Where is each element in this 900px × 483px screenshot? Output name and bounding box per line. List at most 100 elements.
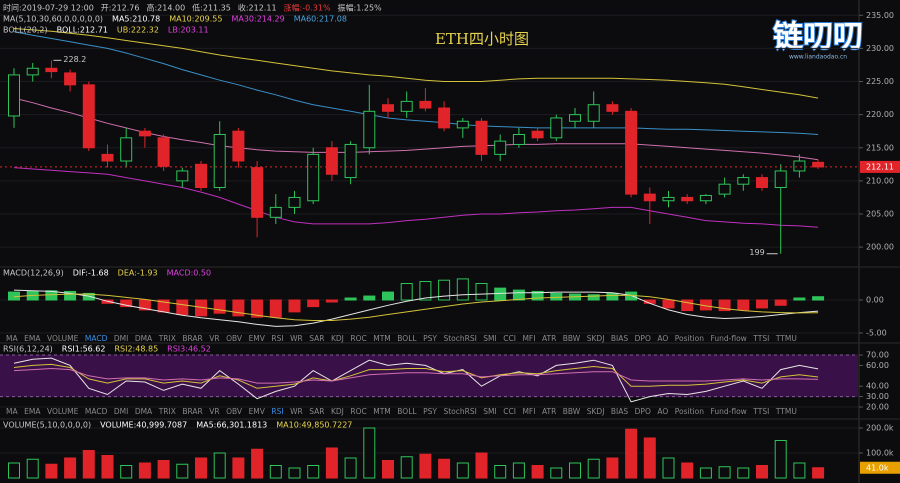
volume-bar [681, 462, 694, 479]
indicator-tab[interactable]: MFI [522, 334, 535, 343]
indicator-tab[interactable]: BIAS [611, 334, 628, 343]
indicator-tab[interactable]: Fund-flow [710, 407, 746, 416]
candle-body [232, 130, 245, 162]
legend-item: MA10:49,850.7227 [276, 421, 352, 430]
indicator-tab[interactable]: BRAR [182, 407, 202, 416]
volume-bar [756, 465, 768, 479]
indicator-tab[interactable]: DPO [635, 407, 651, 416]
indicator-tab[interactable]: DMA [135, 407, 153, 416]
indicator-tab[interactable]: VR [209, 334, 219, 343]
y-tick-label: 70.00 [866, 351, 889, 360]
indicator-tab[interactable]: SKDJ [587, 407, 605, 416]
indicator-tab[interactable]: Fund-flow [710, 334, 746, 343]
indicator-tab[interactable]: BRAR [182, 334, 202, 343]
legend-item: RSI2:48.85 [114, 345, 158, 354]
candle-body [138, 130, 151, 137]
indicator-tab[interactable]: PSY [423, 334, 437, 343]
indicator-tab[interactable]: BOLL [397, 407, 417, 416]
volume-bar [64, 457, 77, 479]
indicator-tab[interactable]: BIAS [611, 407, 628, 416]
macd-bar [82, 292, 95, 301]
indicator-tab[interactable]: VOLUME [47, 334, 79, 343]
indicator-tab[interactable]: Position [675, 334, 704, 343]
indicator-tab[interactable]: EMA [24, 334, 41, 343]
candle-body [307, 153, 320, 202]
indicator-tab[interactable]: EMA [24, 407, 41, 416]
indicator-tab[interactable]: MACD [85, 407, 108, 416]
indicator-tab[interactable]: MTM [373, 407, 391, 416]
macd-bar [307, 299, 320, 308]
candle-body [812, 161, 825, 168]
indicator-tab[interactable]: TTSI [752, 334, 769, 343]
candle-body [101, 153, 114, 162]
indicator-tab[interactable]: AO [657, 334, 668, 343]
indicator-tab[interactable]: VOLUME [47, 407, 79, 416]
indicator-tab[interactable]: StochRSI [443, 334, 476, 343]
candle-body [382, 104, 394, 112]
indicator-tab[interactable]: DPO [635, 334, 651, 343]
indicator-tab[interactable]: SAR [309, 407, 324, 416]
indicator-tab[interactable]: MA [6, 334, 18, 343]
indicator-tab[interactable]: SMI [483, 407, 496, 416]
volume-bar [288, 467, 301, 479]
indicator-tab[interactable]: ATR [542, 334, 556, 343]
volume-bar [213, 452, 226, 479]
y-tick-label: -5.00 [866, 329, 887, 338]
indicator-tab[interactable]: EMV [249, 334, 266, 343]
indicator-tab[interactable]: ROC [350, 334, 366, 343]
indicator-tab[interactable]: OBV [226, 407, 243, 416]
candle-body [494, 140, 507, 155]
indicator-tab[interactable]: WR [290, 334, 303, 343]
volume-bar [737, 467, 750, 479]
indicator-tab[interactable]: KDJ [331, 334, 344, 343]
indicator-tab[interactable]: BBW [563, 334, 581, 343]
volume-bar [101, 455, 114, 479]
macd-bar [606, 292, 619, 301]
indicator-tab[interactable]: Position [675, 407, 704, 416]
indicator-tab[interactable]: OBV [226, 334, 243, 343]
indicator-tab[interactable]: CCI [503, 407, 516, 416]
indicator-tab[interactable]: ROC [350, 407, 366, 416]
macd-bar [718, 299, 731, 312]
indicator-tab[interactable]: RSI [271, 407, 283, 416]
volume-bar [438, 458, 451, 479]
indicator-tab[interactable]: ATR [542, 407, 556, 416]
indicator-tab[interactable]: MA [6, 407, 18, 416]
indicator-tab[interactable]: MACD [85, 334, 108, 343]
volume-bar [251, 448, 264, 479]
volume-bar [8, 462, 20, 479]
indicator-tab[interactable]: VR [209, 407, 219, 416]
indicator-tab[interactable]: CCI [503, 334, 516, 343]
indicator-tab[interactable]: KDJ [331, 407, 344, 416]
macd-bar [550, 292, 563, 301]
indicator-tab[interactable]: MFI [522, 407, 535, 416]
indicator-tab[interactable]: AO [657, 407, 668, 416]
candle-body [756, 177, 768, 189]
indicator-tab[interactable]: TTMU [775, 407, 797, 416]
candle-body [550, 117, 563, 139]
indicator-tab[interactable]: DMA [135, 334, 153, 343]
candle-body [176, 170, 189, 182]
indicator-tab[interactable]: DMI [114, 334, 128, 343]
indicator-tab[interactable]: TRIX [158, 407, 176, 416]
indicator-tab[interactable]: BOLL [397, 334, 417, 343]
indicator-tab[interactable]: RSI [271, 334, 283, 343]
indicator-tab[interactable]: SMI [483, 334, 496, 343]
indicator-tab[interactable]: BBW [563, 407, 581, 416]
indicator-tab[interactable]: WR [290, 407, 303, 416]
header-item: 收:212.11 [238, 3, 277, 13]
indicator-tab[interactable]: EMV [249, 407, 266, 416]
volume-bar [363, 427, 376, 479]
indicator-tab[interactable]: SKDJ [587, 334, 605, 343]
volume-bar [793, 462, 806, 479]
indicator-tab[interactable]: TRIX [158, 334, 176, 343]
indicator-tab[interactable]: PSY [423, 407, 437, 416]
indicator-tab[interactable]: StochRSI [443, 407, 476, 416]
indicator-tab[interactable]: SAR [309, 334, 324, 343]
indicator-tab[interactable]: MTM [373, 334, 391, 343]
indicator-tab[interactable]: TTSI [752, 407, 769, 416]
indicator-line [13, 31, 819, 135]
indicator-tab[interactable]: DMI [114, 407, 128, 416]
indicator-tab[interactable]: TTMU [775, 334, 797, 343]
